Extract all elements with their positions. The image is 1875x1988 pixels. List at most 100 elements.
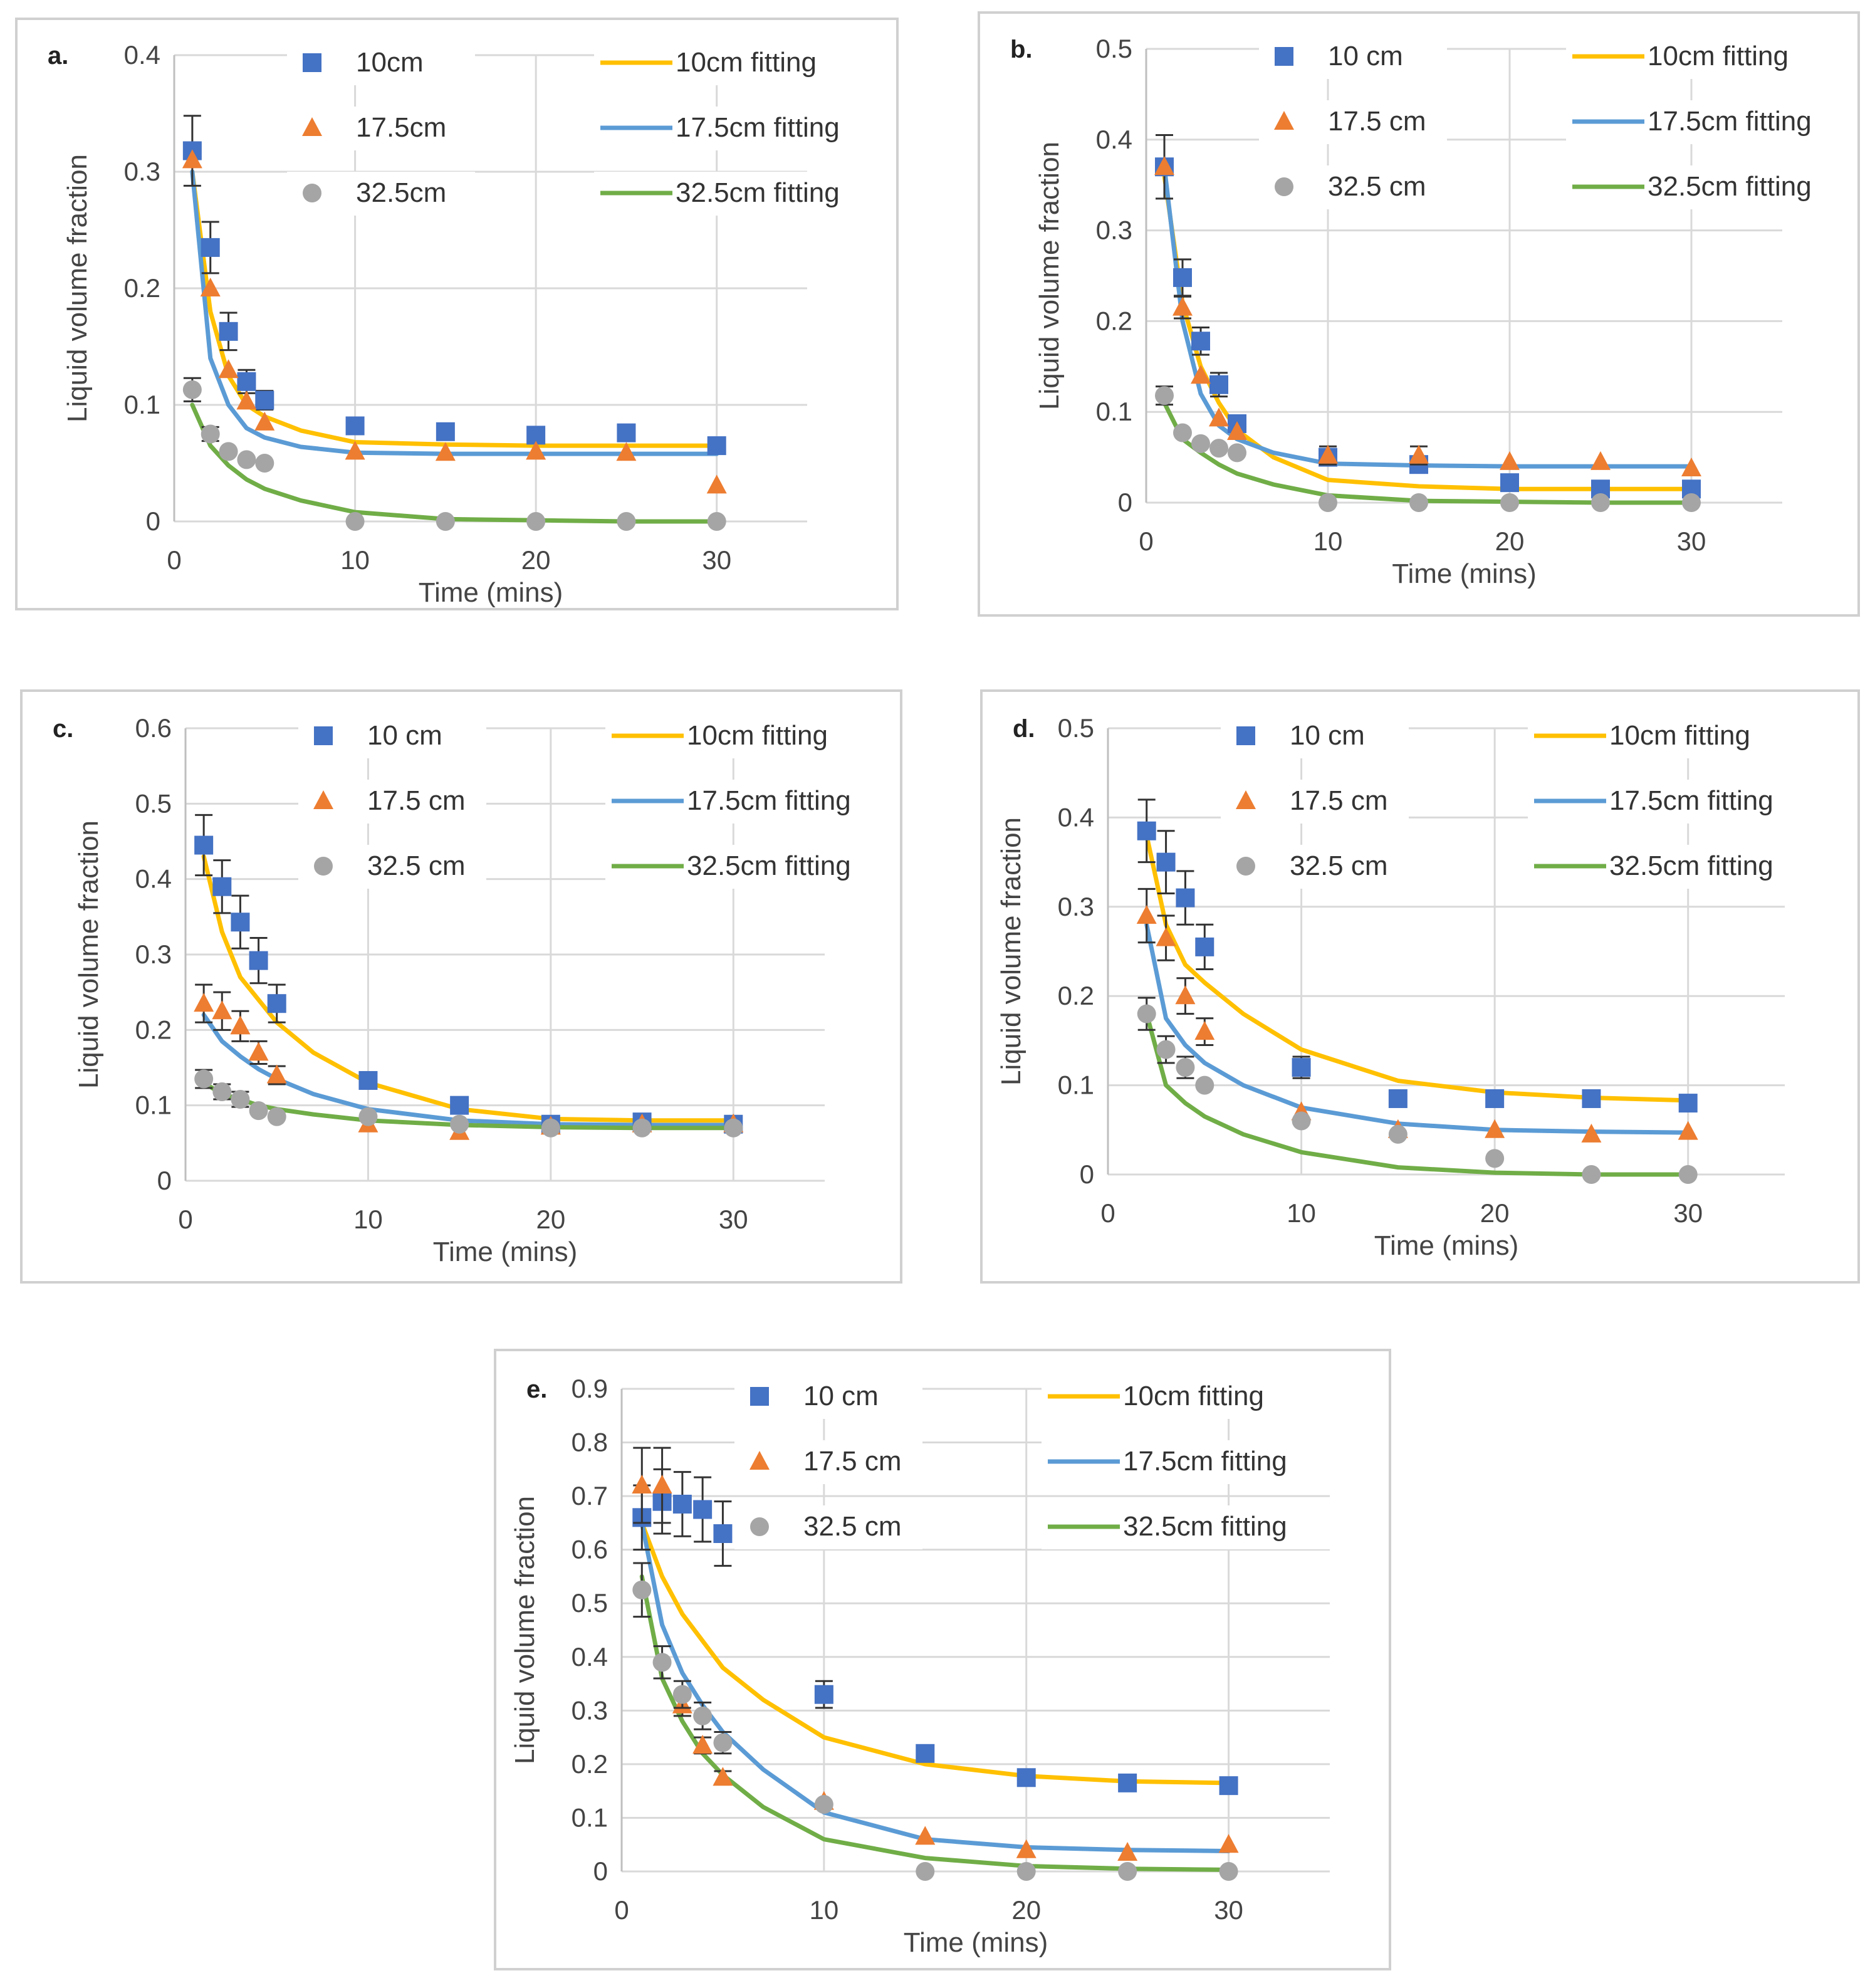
data-point — [526, 441, 546, 460]
data-point — [182, 149, 202, 169]
x-tick-label: 0 — [1100, 1198, 1115, 1228]
data-point — [1409, 444, 1429, 464]
data-point — [1156, 1040, 1176, 1059]
data-point — [1137, 821, 1156, 840]
data-point — [249, 951, 268, 970]
y-axis-title: Liquid volume fraction — [1034, 142, 1065, 410]
data-point — [230, 1015, 251, 1035]
data-point — [707, 512, 726, 531]
legend-marker — [1236, 726, 1255, 745]
data-point — [632, 1475, 652, 1494]
data-point — [1173, 296, 1193, 316]
legend-marker — [1236, 790, 1256, 809]
legend-label: 17.5cm fitting — [1648, 106, 1812, 137]
fit-line-17-5cm — [639, 1520, 1231, 1853]
data-point — [713, 1524, 733, 1543]
x-tick-label: 10 — [809, 1895, 838, 1925]
data-point — [212, 877, 232, 896]
x-axis-title: Time (mins) — [433, 1237, 578, 1267]
legend-bg — [298, 780, 486, 824]
series-32-5cm — [632, 1562, 1238, 1881]
y-tick-label: 0.1 — [572, 1802, 608, 1832]
fit-line-17-5cm — [1144, 922, 1691, 1135]
x-axis-title: Time (mins) — [1392, 558, 1537, 589]
data-point — [201, 238, 220, 257]
x-tick-label: 20 — [536, 1205, 565, 1234]
fit-line-17-5cm — [1162, 164, 1694, 469]
data-point — [255, 454, 274, 473]
legend-label: 17.5 cm — [803, 1446, 902, 1477]
x-tick-label: 20 — [1480, 1198, 1510, 1228]
data-point — [255, 390, 274, 410]
legend-label: 32.5cm — [356, 177, 446, 208]
data-point — [616, 442, 637, 461]
y-tick-label: 0.3 — [1096, 216, 1132, 245]
data-point — [237, 450, 256, 469]
data-point — [236, 390, 257, 410]
data-point — [194, 835, 214, 855]
y-tick-label: 0 — [157, 1166, 172, 1195]
data-point — [1195, 937, 1214, 956]
legend-bg — [734, 1440, 922, 1484]
data-point — [1176, 888, 1195, 908]
legend-label: 32.5 cm — [367, 850, 466, 881]
y-tick-label: 0.6 — [572, 1535, 608, 1564]
legend-marker — [314, 726, 333, 745]
y-tick-label: 0.5 — [572, 1588, 608, 1618]
data-point — [713, 1767, 733, 1786]
y-tick-label: 0 — [1118, 488, 1132, 517]
data-point — [1319, 493, 1337, 512]
legend-bg — [287, 107, 475, 150]
legend-label: 17.5cm fitting — [687, 785, 851, 816]
data-point — [237, 372, 256, 391]
data-point — [345, 512, 365, 531]
panel-label: a. — [48, 42, 68, 70]
data-point — [1117, 1842, 1138, 1861]
legend-label: 10 cm — [1290, 720, 1365, 751]
data-point — [1209, 439, 1228, 458]
legend-marker — [314, 857, 333, 876]
x-axis-title: Time (mins) — [1374, 1230, 1519, 1261]
series-10cm — [1137, 798, 1698, 1113]
data-point — [1292, 1058, 1311, 1077]
data-point — [707, 436, 726, 456]
y-tick-label: 0.3 — [135, 939, 172, 969]
legend-marker — [313, 790, 333, 809]
data-point — [1485, 1089, 1505, 1108]
x-tick-label: 20 — [1495, 526, 1525, 556]
x-tick-label: 20 — [1011, 1895, 1041, 1925]
panel-label: e. — [526, 1376, 547, 1403]
y-tick-label: 0.5 — [135, 788, 172, 818]
chart-panel-b: 0 0.1 0.2 0.3 0.4 0.5 0 10 20 30 b. Time (mins) Liqu… — [978, 11, 1860, 617]
data-point — [713, 1733, 733, 1752]
data-point — [1209, 407, 1229, 427]
data-point — [916, 1862, 935, 1881]
data-point — [218, 359, 239, 379]
legend-label: 32.5cm fitting — [687, 850, 851, 881]
data-point — [814, 1685, 833, 1704]
legend-label: 17.5cm fitting — [676, 112, 840, 143]
data-point — [219, 442, 238, 461]
data-point — [652, 1653, 672, 1672]
data-point — [693, 1706, 713, 1725]
y-tick-label: 0 — [146, 506, 160, 536]
y-tick-label: 0.2 — [572, 1749, 608, 1779]
data-point — [915, 1826, 936, 1845]
data-point — [706, 474, 727, 494]
data-point — [436, 422, 455, 441]
legend-marker — [749, 1451, 770, 1470]
data-point — [1582, 1089, 1601, 1108]
data-point — [1219, 1776, 1238, 1796]
data-point — [212, 1000, 232, 1020]
panel-label: c. — [53, 715, 73, 743]
data-point — [1678, 1165, 1698, 1184]
legend-label: 17.5cm fitting — [1123, 1446, 1287, 1477]
legend-marker — [303, 53, 321, 72]
panel-label: b. — [1010, 36, 1033, 63]
series-17-5cm — [182, 149, 727, 494]
data-point — [1154, 156, 1174, 175]
data-point — [617, 423, 636, 442]
data-point — [693, 1500, 713, 1519]
data-point — [345, 441, 365, 460]
